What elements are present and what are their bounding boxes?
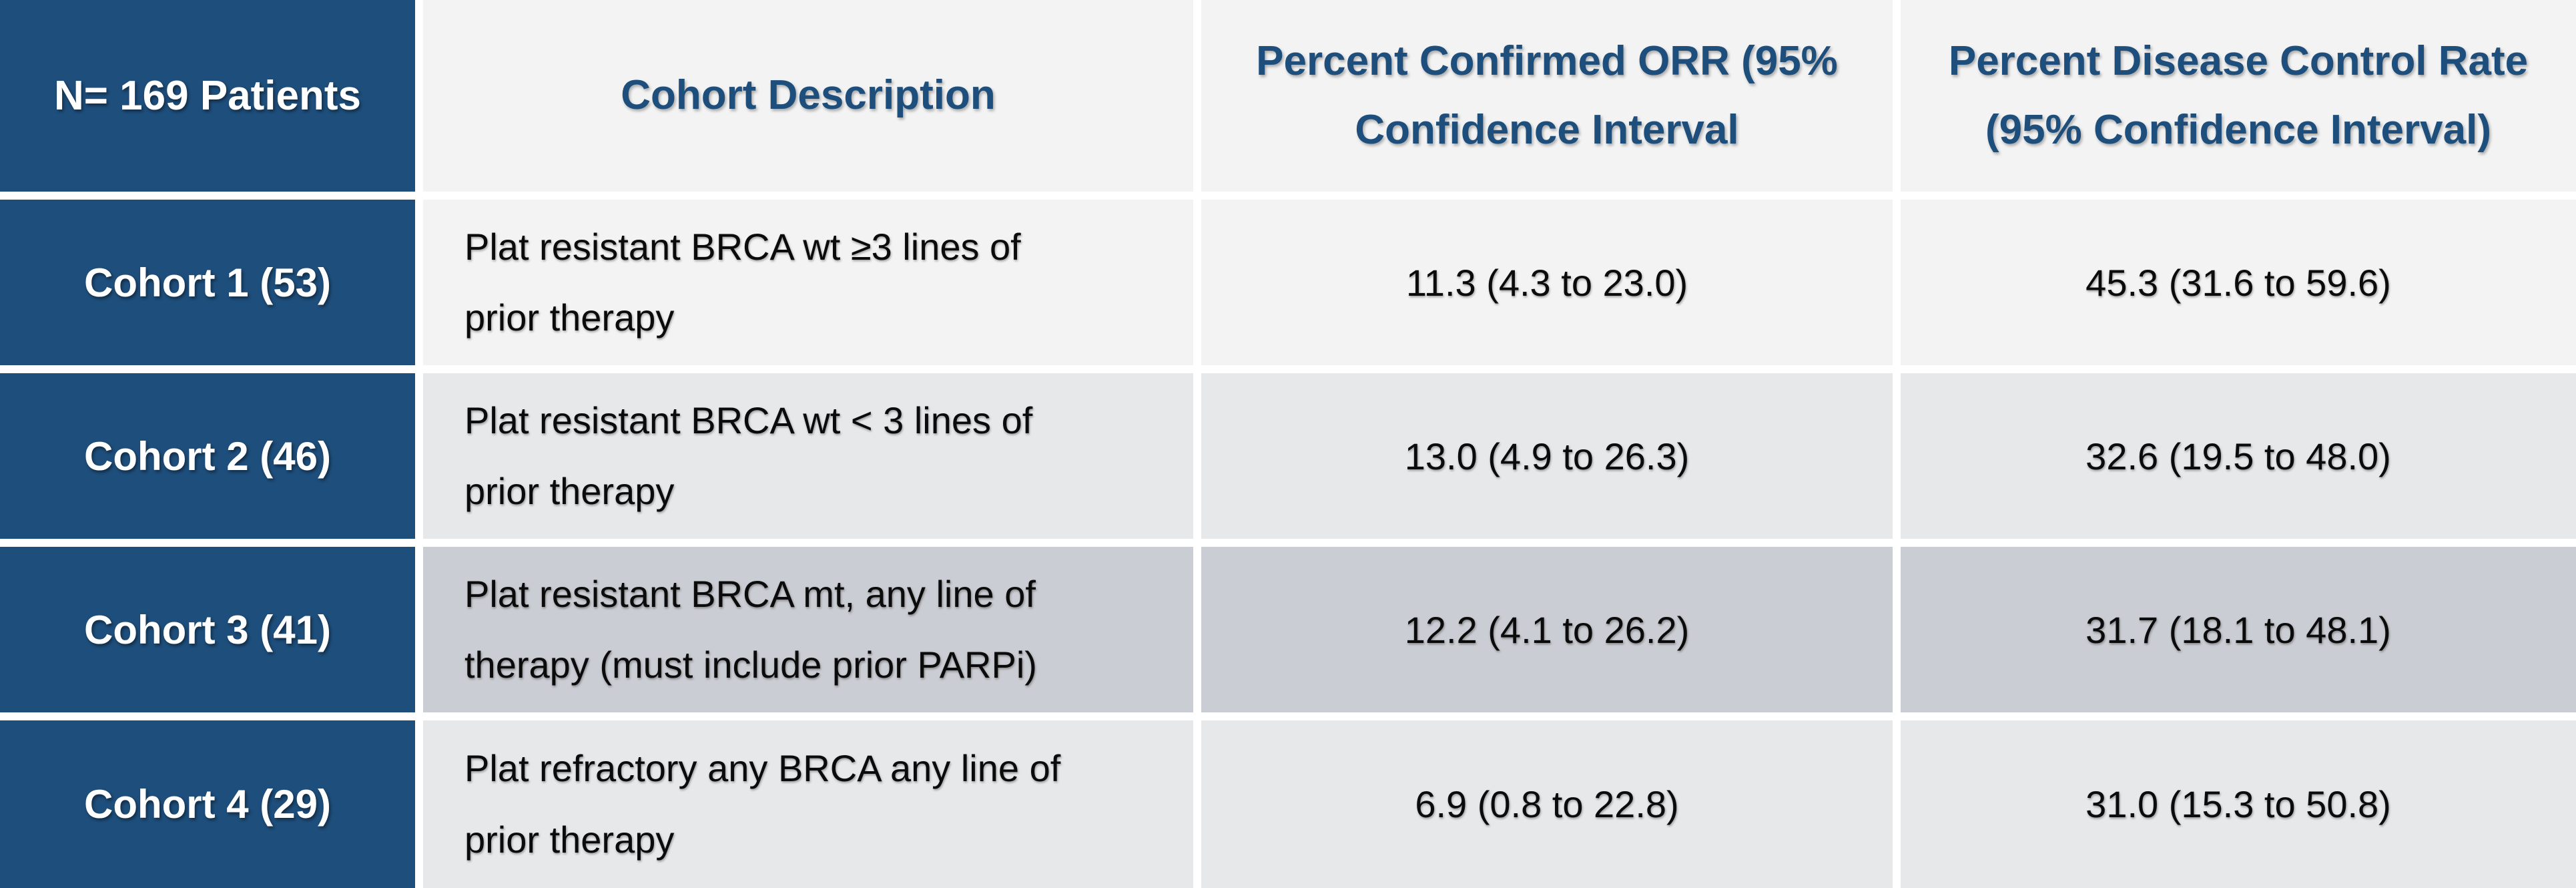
cohort-1-description-line-2: prior therapy — [464, 296, 675, 339]
cohort-1-label-text: Cohort 1 (53) — [83, 260, 332, 305]
header-cell-orr: Percent Confirmed ORR (95% Confidence In… — [1201, 0, 1893, 192]
cohort-4-label: Cohort 4 (29) — [0, 720, 415, 888]
header-cell-patients: N= 169 Patients — [0, 0, 415, 192]
cohort-2-description-line-2: prior therapy — [464, 470, 675, 512]
cohort-3-description-line-2: therapy (must include prior PARPi) — [464, 644, 1037, 686]
cohort-3-orr-value: 12.2 (4.1 to 26.2) — [1201, 547, 1893, 712]
cohort-1-description: Plat resistant BRCA wt ≥3 lines of prior… — [423, 200, 1193, 365]
header-cell-dcr: Percent Disease Control Rate (95% Confid… — [1901, 0, 2576, 192]
cohort-1-orr-value: 11.3 (4.3 to 23.0) — [1201, 200, 1893, 365]
cohort-4-orr-value: 6.9 (0.8 to 22.8) — [1201, 720, 1893, 888]
cohort-2-label-text: Cohort 2 (46) — [83, 433, 332, 479]
cohort-1-dcr-value: 45.3 (31.6 to 59.6) — [1901, 200, 2576, 365]
cohort-4-description: Plat refractory any BRCA any line of pri… — [423, 720, 1193, 888]
cohort-3-label-text: Cohort 3 (41) — [83, 607, 332, 652]
cohort-description-header-label: Cohort Description — [621, 72, 996, 119]
cohort-3-dcr-text: 31.7 (18.1 to 48.1) — [2085, 608, 2391, 651]
cohort-4-orr-text: 6.9 (0.8 to 22.8) — [1415, 783, 1679, 825]
cohort-2-orr-text: 13.0 (4.9 to 26.3) — [1404, 435, 1690, 477]
patients-total-label: N= 169 Patients — [53, 73, 362, 119]
cohort-4-dcr-text: 31.0 (15.3 to 50.8) — [2085, 783, 2391, 825]
dcr-header-line-1: Percent Disease Control Rate — [1948, 38, 2529, 85]
cohort-1-dcr-text: 45.3 (31.6 to 59.6) — [2085, 261, 2391, 304]
cohort-4-description-line-2: prior therapy — [464, 818, 675, 861]
cohort-1-orr-text: 11.3 (4.3 to 23.0) — [1405, 261, 1688, 304]
cohort-2-description: Plat resistant BRCA wt < 3 lines of prio… — [423, 373, 1193, 539]
cohort-4-dcr-value: 31.0 (15.3 to 50.8) — [1901, 720, 2576, 888]
cohort-2-description-line-1: Plat resistant BRCA wt < 3 lines of — [464, 399, 1033, 441]
cohort-4-description-line-1: Plat refractory any BRCA any line of — [464, 747, 1061, 790]
cohort-3-description-line-1: Plat resistant BRCA mt, any line of — [464, 572, 1036, 615]
cohort-1-description-line-1: Plat resistant BRCA wt ≥3 lines of — [464, 225, 1021, 268]
dcr-header-line-2: (95% Confidence Interval) — [1985, 106, 2491, 153]
orr-header-line-1: Percent Confirmed ORR (95% — [1256, 38, 1838, 85]
cohort-3-orr-text: 12.2 (4.1 to 26.2) — [1404, 608, 1690, 651]
cohort-2-label: Cohort 2 (46) — [0, 373, 415, 539]
cohort-3-dcr-value: 31.7 (18.1 to 48.1) — [1901, 547, 2576, 712]
cohort-2-dcr-text: 32.6 (19.5 to 48.0) — [2085, 435, 2391, 477]
cohort-3-label: Cohort 3 (41) — [0, 547, 415, 712]
cohort-3-description: Plat resistant BRCA mt, any line of ther… — [423, 547, 1193, 712]
cohort-2-orr-value: 13.0 (4.9 to 26.3) — [1201, 373, 1893, 539]
cohort-2-dcr-value: 32.6 (19.5 to 48.0) — [1901, 373, 2576, 539]
orr-header-line-2: Confidence Interval — [1355, 106, 1739, 153]
header-cell-cohort-description: Cohort Description — [423, 0, 1193, 192]
cohort-4-label-text: Cohort 4 (29) — [83, 782, 332, 827]
cohort-1-label: Cohort 1 (53) — [0, 200, 415, 365]
